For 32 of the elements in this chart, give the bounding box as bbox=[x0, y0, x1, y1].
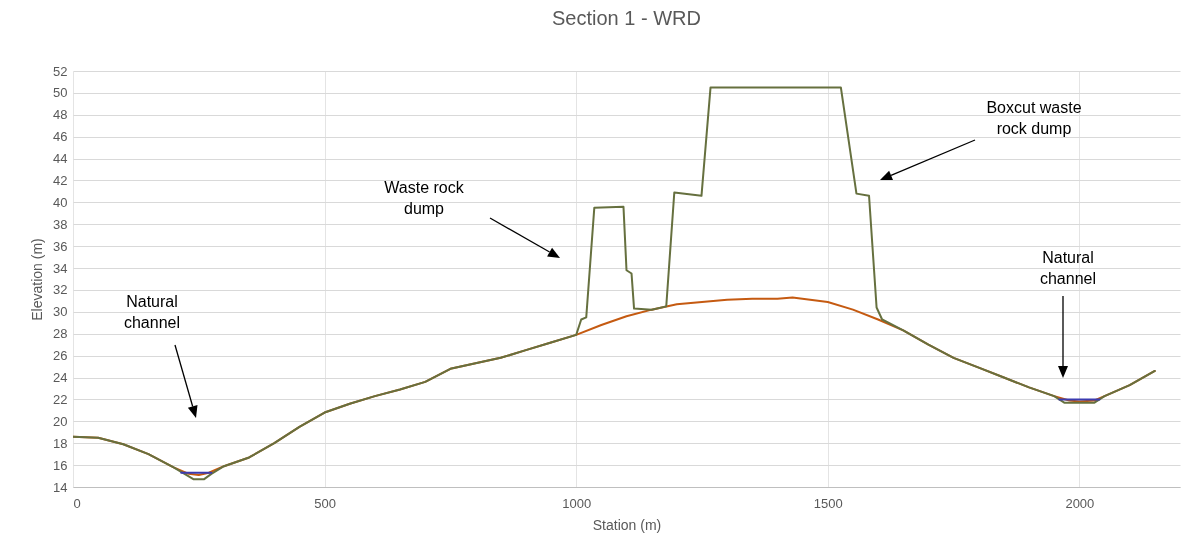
y-tick-label: 46 bbox=[53, 129, 68, 145]
y-tick-label: 34 bbox=[53, 260, 68, 276]
x-tick-label: 2000 bbox=[1065, 495, 1095, 511]
y-tick-label: 24 bbox=[53, 370, 68, 386]
chart-title: Section 1 - WRD bbox=[552, 7, 701, 29]
y-tick-label: 26 bbox=[53, 348, 68, 364]
y-tick-label: 52 bbox=[53, 63, 68, 79]
x-tick-label: 1000 bbox=[562, 495, 592, 511]
y-axis-title: Elevation (m) bbox=[29, 238, 46, 321]
y-tick-label: 32 bbox=[53, 282, 68, 298]
y-tick-label: 22 bbox=[53, 391, 68, 407]
y-tick-label: 20 bbox=[53, 413, 68, 429]
y-tick-label: 50 bbox=[53, 85, 68, 101]
x-tick-label: 0 bbox=[73, 495, 81, 511]
y-tick-label: 36 bbox=[53, 238, 68, 254]
y-tick-label: 48 bbox=[53, 107, 68, 123]
y-tick-label: 16 bbox=[53, 457, 68, 473]
y-tick-label: 28 bbox=[53, 326, 68, 342]
annotation: Waste rock dump bbox=[384, 178, 465, 217]
y-tick-label: 18 bbox=[53, 435, 68, 451]
y-tick-label: 42 bbox=[53, 172, 68, 188]
annotation: Natural channel bbox=[123, 292, 181, 331]
x-tick-label: 1500 bbox=[813, 495, 843, 511]
y-tick-label: 14 bbox=[53, 479, 68, 495]
annotation: Boxcut waste rock dump bbox=[986, 98, 1082, 137]
y-tick-label: 30 bbox=[53, 304, 68, 320]
y-tick-label: 44 bbox=[53, 151, 68, 167]
x-axis-title: Station (m) bbox=[592, 516, 662, 533]
y-tick-label: 38 bbox=[53, 216, 68, 232]
annotation: Natural channel bbox=[1039, 248, 1097, 287]
x-tick-label: 500 bbox=[314, 495, 336, 511]
y-tick-label: 40 bbox=[53, 194, 68, 210]
